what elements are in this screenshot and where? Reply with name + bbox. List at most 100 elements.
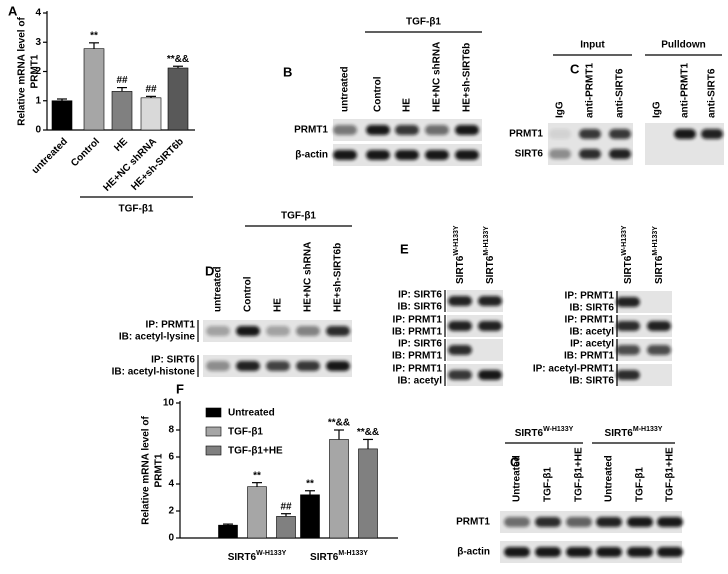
y-tick-label: 4 [168, 479, 174, 490]
blot-band [616, 297, 640, 307]
blot-band [333, 125, 357, 135]
blot-band [326, 326, 350, 336]
blot-band [657, 517, 683, 527]
blot-band [504, 517, 530, 527]
blot-band [627, 547, 653, 557]
group-label: TGF-β1 [406, 17, 441, 28]
bar [83, 48, 105, 131]
lane-label: TGF-β1+HE [574, 447, 585, 502]
blot-band [478, 321, 502, 331]
panel-label: C [570, 61, 580, 76]
y-tick-label: 6 [168, 452, 174, 463]
blot-background [447, 315, 503, 337]
text-superscript: M-H133Y [652, 226, 659, 256]
x-tick-label: HE [112, 136, 130, 154]
row-label: IP: acetyl-PRMT1 [533, 364, 615, 375]
y-axis-label: PRMT1 [30, 54, 41, 88]
blot-band [609, 129, 631, 139]
legend-label: TGF-β1 [228, 427, 263, 438]
blot-band [206, 326, 230, 336]
lane-label: HE+NC shRNA [303, 242, 314, 312]
row-label: IB: SIRT6 [570, 376, 615, 387]
blot-band [609, 149, 631, 159]
blot-band [425, 125, 449, 135]
lane-label: HE+sh-SIRT6b [333, 243, 344, 312]
lane-label: Untreated [604, 455, 615, 502]
lane-label: TGF-β1+HE [665, 447, 676, 502]
row-label: IB: PRMT1 [392, 327, 442, 338]
y-axis-label: Relative mRNA level of [17, 17, 28, 126]
text-superscript: W-H133Y [256, 550, 287, 557]
blot-band [266, 326, 290, 336]
y-tick-label: 3 [35, 37, 41, 48]
row-label: IB: PRMT1 [392, 351, 442, 362]
group-label: SIRT6W-H133Y [515, 426, 574, 439]
lane-label: TGF-β1 [543, 467, 554, 502]
row-label: IB: SIRT6 [570, 303, 615, 314]
panel-label: G [510, 454, 520, 469]
bar [51, 100, 73, 131]
row-label: IP: PRMT1 [146, 320, 196, 331]
lane-label: anti-SIRT6 [707, 68, 718, 118]
y-tick-label: 2 [168, 506, 174, 517]
lane-label: Control [373, 76, 384, 112]
y-tick-label: 0 [35, 125, 41, 136]
text-superscript: W-H133Y [621, 225, 628, 256]
lane-label: Control [243, 276, 254, 312]
lane-label: TGF-β1 [635, 467, 646, 502]
significance-label: ** [253, 470, 261, 481]
blot-background [616, 339, 672, 361]
legend-label: Untreated [228, 408, 275, 419]
blot-band [236, 326, 260, 336]
row-label: IB: acetyl [398, 376, 443, 387]
row-label: IP: PRMT1 [565, 291, 615, 302]
y-tick-label: 1 [35, 95, 41, 106]
text-superscript: M-H133Y [483, 226, 490, 256]
y-tick-label: 0 [168, 533, 174, 544]
panel-label: F [176, 381, 184, 396]
lane-label: anti-PRMT1 [585, 63, 596, 118]
lane-label: anti-PRMT1 [680, 63, 691, 118]
significance-label: ## [116, 75, 128, 86]
blot-band [448, 321, 472, 331]
blot-background [616, 315, 672, 337]
blot-background [447, 290, 503, 312]
y-tick-label: 2 [35, 66, 41, 77]
blot-band [448, 370, 472, 380]
lane-label: SIRT6M-H133Y [652, 226, 665, 284]
row-label: IP: PRMT1 [393, 364, 443, 375]
blot-band [366, 150, 390, 160]
blot-band [596, 547, 622, 557]
significance-label: ** [306, 478, 314, 489]
bar [300, 494, 320, 539]
y-tick-label: 8 [168, 425, 174, 436]
bar [358, 448, 378, 539]
lane-label: HE [402, 98, 413, 112]
lane-label: HE+sh-SIRT6b [462, 43, 473, 112]
row-label: IP: SIRT6 [398, 290, 442, 301]
blot-band [549, 129, 571, 139]
blot-band [366, 125, 390, 135]
group-label: Input [580, 40, 605, 51]
bar [167, 67, 189, 131]
lane-label: IgG [652, 101, 663, 118]
y-tick-label: 10 [163, 398, 175, 409]
blot-band [455, 150, 479, 160]
text-superscript: W-H133Y [543, 426, 574, 433]
y-axis-label: Relative mRNA level of [141, 416, 152, 525]
panel-label: B [283, 64, 292, 79]
blot-band [647, 321, 671, 331]
group-label: TGF-β1 [281, 211, 316, 222]
blot-band [579, 129, 601, 139]
significance-label: **&& [328, 418, 350, 429]
blot-band [535, 547, 561, 557]
row-label: IP: SIRT6 [151, 355, 195, 366]
blot-band [504, 547, 530, 557]
row-label: IB: acetyl [570, 327, 615, 338]
row-label: IP: PRMT1 [565, 315, 615, 326]
lane-label: HE+NC shRNA [432, 42, 443, 112]
row-label: IP: PRMT1 [393, 315, 443, 326]
text-base: SIRT6 [623, 255, 634, 284]
row-label: IB: acetyl-histone [112, 367, 196, 378]
